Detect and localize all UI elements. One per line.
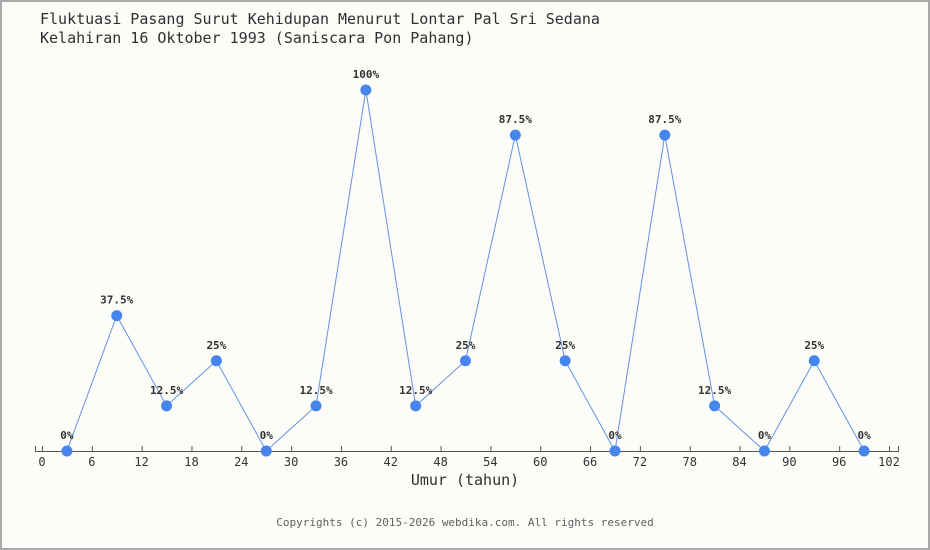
data-point <box>858 445 870 457</box>
x-tick-label: 90 <box>782 455 796 469</box>
data-point <box>609 445 621 457</box>
data-point-label: 25% <box>555 339 575 352</box>
data-point-label: 0% <box>758 429 772 442</box>
data-point <box>559 355 571 367</box>
data-point-label: 12.5% <box>698 384 731 397</box>
data-point-label: 100% <box>353 68 380 81</box>
data-point-label: 12.5% <box>299 384 332 397</box>
x-tick-label: 12 <box>134 455 148 469</box>
data-point <box>61 445 73 457</box>
data-point <box>161 400 173 412</box>
data-point-label: 12.5% <box>150 384 183 397</box>
x-tick-label: 96 <box>832 455 846 469</box>
chart-title: Fluktuasi Pasang Surut Kehidupan Menurut… <box>40 10 600 48</box>
x-tick-label: 72 <box>633 455 647 469</box>
data-point <box>509 129 521 141</box>
trend-line <box>66 89 865 453</box>
data-point <box>758 445 770 457</box>
data-point-label: 25% <box>804 339 824 352</box>
data-point <box>310 400 322 412</box>
chart-title-line1: Fluktuasi Pasang Surut Kehidupan Menurut… <box>40 10 600 28</box>
data-point-label: 0% <box>857 429 871 442</box>
x-tick-label: 24 <box>234 455 248 469</box>
x-tick-label: 66 <box>583 455 597 469</box>
data-point <box>659 129 671 141</box>
data-point-label: 25% <box>206 339 226 352</box>
x-tick-label: 18 <box>184 455 198 469</box>
data-point <box>111 310 123 322</box>
x-tick-label: 42 <box>384 455 398 469</box>
data-point-label: 0% <box>260 429 274 442</box>
x-axis-label: Umur (tahun) <box>410 471 520 489</box>
x-tick-label: 48 <box>433 455 447 469</box>
data-point-label: 25% <box>456 339 476 352</box>
data-point <box>808 355 820 367</box>
data-point-label: 87.5% <box>648 113 681 126</box>
data-point <box>260 445 272 457</box>
data-point-label: 0% <box>608 429 622 442</box>
data-point-label: 12.5% <box>399 384 432 397</box>
x-tick-label: 6 <box>88 455 95 469</box>
data-point <box>460 355 471 367</box>
x-tick-label: 0 <box>38 455 45 469</box>
x-tick-label: 36 <box>334 455 348 469</box>
x-tick-label: 30 <box>284 455 298 469</box>
data-point-label: 37.5% <box>100 294 133 307</box>
data-point <box>210 355 222 367</box>
copyright-footer: Copyrights (c) 2015-2026 webdika.com. Al… <box>276 516 654 529</box>
x-tick-label: 84 <box>732 455 746 469</box>
data-point-label: 0% <box>60 429 74 442</box>
x-tick-label: 60 <box>533 455 547 469</box>
data-point <box>709 400 721 412</box>
x-tick-label: 102 <box>878 455 900 469</box>
chart-title-line2: Kelahiran 16 Oktober 1993 (Saniscara Pon… <box>40 29 474 47</box>
x-tick-label: 54 <box>483 455 497 469</box>
data-point <box>410 400 422 412</box>
data-point <box>360 84 372 96</box>
data-point-label: 87.5% <box>499 113 532 126</box>
x-tick-label: 78 <box>682 455 696 469</box>
